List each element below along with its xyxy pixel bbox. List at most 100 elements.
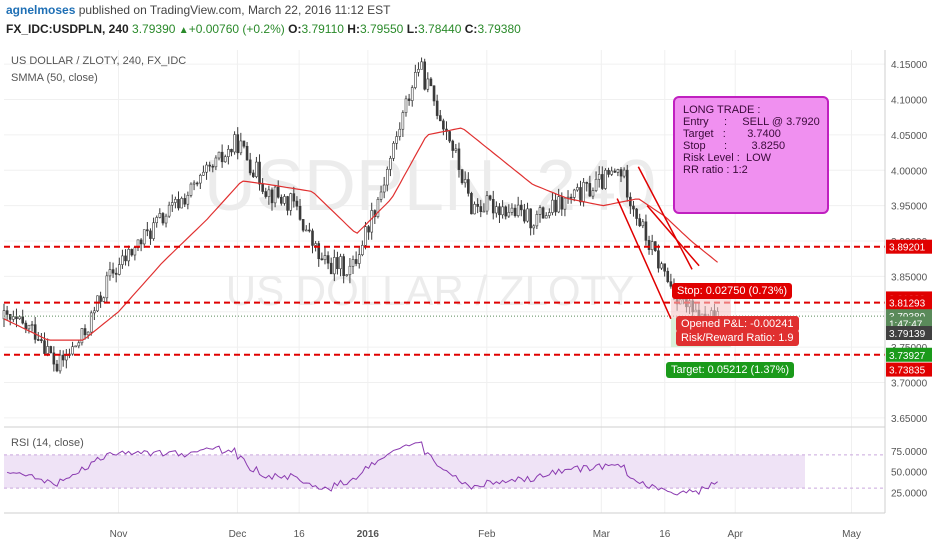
candle-body	[585, 182, 589, 184]
candle-body	[227, 148, 230, 158]
trend-lines[interactable]	[616, 166, 700, 320]
rsi-pane-title[interactable]: RSI (14, close)	[11, 437, 84, 449]
candle-body	[220, 151, 224, 163]
trade-note-line: Entry : SELL @ 3.7920	[683, 116, 820, 128]
candle-body	[544, 215, 548, 219]
candle-body	[560, 196, 564, 210]
candle-body	[438, 115, 442, 122]
candle-body	[5, 310, 9, 315]
candle-body	[239, 140, 243, 154]
candle-body	[323, 255, 327, 261]
ohlc-low-label: L:	[406, 22, 419, 36]
watermark-name: US DOLLAR / ZLOTY	[226, 267, 634, 314]
candle-body	[127, 249, 130, 262]
candle-body	[133, 247, 137, 256]
candle-body	[407, 98, 411, 101]
author-link[interactable]: agnelmoses	[6, 3, 76, 17]
symbol-bar: FX_IDC:USDPLN, 240 3.79390 ▲+0.00760 (+0…	[6, 22, 521, 36]
symbol-label[interactable]: FX_IDC:USDPLN, 240	[6, 22, 129, 36]
candle-body	[146, 229, 149, 232]
time-tick-label: 16	[294, 529, 306, 540]
candle-body	[420, 61, 423, 70]
candle-body	[30, 324, 34, 326]
candle-body	[117, 264, 121, 275]
price-badges: 3.892013.818893.812933.793801:47:473.791…	[886, 239, 932, 377]
target-tag[interactable]: Target: 0.05212 (1.37%)	[666, 362, 795, 378]
price-tick-label: 4.10000	[891, 96, 928, 107]
time-axis[interactable]: Nov Dec 16 2016 Feb Mar 16 Apr May	[110, 529, 861, 540]
price-change: +0.00760 (+0.2%)	[188, 22, 285, 36]
candle-body	[597, 174, 601, 180]
candle-body	[195, 182, 199, 185]
candle-body	[270, 189, 274, 204]
candle-body	[357, 254, 361, 264]
candle-body	[261, 183, 264, 192]
candle-body	[223, 156, 227, 163]
triangle-up-icon: ▲	[178, 25, 189, 36]
candle-body	[395, 136, 398, 144]
last-price: 3.79390	[132, 22, 176, 36]
rsi-tick-label: 50.0000	[891, 468, 928, 479]
candle-body	[442, 120, 445, 130]
candle-body	[607, 169, 610, 175]
rr-tag[interactable]: Risk/Reward Ratio: 1.9	[676, 330, 799, 346]
candle-body	[205, 164, 208, 173]
axes	[4, 50, 886, 514]
trade-note-line: LONG TRADE :	[683, 104, 761, 116]
candle-body	[491, 199, 495, 214]
candle-body	[448, 131, 451, 142]
candle-body	[283, 196, 286, 204]
candle-body	[485, 195, 489, 212]
candle-body	[641, 221, 645, 227]
price-badge-label: 1:47:47	[889, 319, 923, 330]
candle-body	[21, 316, 24, 324]
candle-body	[267, 189, 271, 197]
trend-line	[616, 198, 672, 320]
candle-body	[289, 193, 292, 211]
watermark: USDPLN, 240 US DOLLAR / ZLOTY	[204, 146, 656, 314]
candle-body	[55, 363, 59, 372]
rsi-band	[4, 454, 885, 489]
candle-body	[389, 158, 392, 170]
candle-body	[342, 256, 345, 276]
price-tick-label: 3.95000	[891, 202, 928, 213]
price-tick-label: 3.70000	[891, 379, 928, 390]
candle-body	[479, 206, 483, 212]
candle-body	[513, 207, 517, 217]
candle-body	[625, 169, 629, 198]
candle-body	[379, 191, 383, 200]
candle-body	[451, 140, 455, 151]
candle-body	[423, 61, 426, 90]
trade-note-line: Target : 3.7400	[683, 128, 781, 140]
candle-body	[529, 208, 532, 229]
candle-body	[432, 85, 436, 102]
candle-body	[488, 195, 492, 200]
rsi-tick-label: 25.0000	[891, 488, 928, 499]
stop-tag[interactable]: Stop: 0.02750 (0.73%)	[672, 283, 793, 299]
candle-body	[121, 255, 124, 265]
rsi-line	[6, 441, 718, 496]
candle-body	[457, 148, 461, 170]
candle-body	[105, 275, 109, 299]
candle-body	[638, 218, 642, 227]
candle-body	[276, 186, 280, 198]
price-badge	[886, 326, 932, 341]
candle-body	[33, 324, 37, 340]
candle-body	[58, 354, 62, 372]
candle-body	[251, 172, 255, 177]
price-tick-label: 3.85000	[891, 272, 928, 283]
candle-body	[417, 68, 420, 73]
candle-body	[622, 169, 626, 177]
smma-legend[interactable]: SMMA (50, close)	[11, 72, 98, 84]
time-tick-label: May	[842, 529, 861, 540]
candle-body	[410, 87, 414, 101]
pnl-tag[interactable]: Opened P&L: -0.00241	[676, 316, 799, 332]
candle-body	[192, 182, 196, 185]
candle-body	[258, 161, 261, 185]
candle-body	[616, 169, 620, 173]
trade-note[interactable]: LONG TRADE : Entry : SELL @ 3.7920 Targe…	[673, 96, 829, 214]
candles	[2, 57, 719, 374]
candle-body	[507, 212, 511, 217]
rsi-band-fill	[4, 454, 805, 489]
